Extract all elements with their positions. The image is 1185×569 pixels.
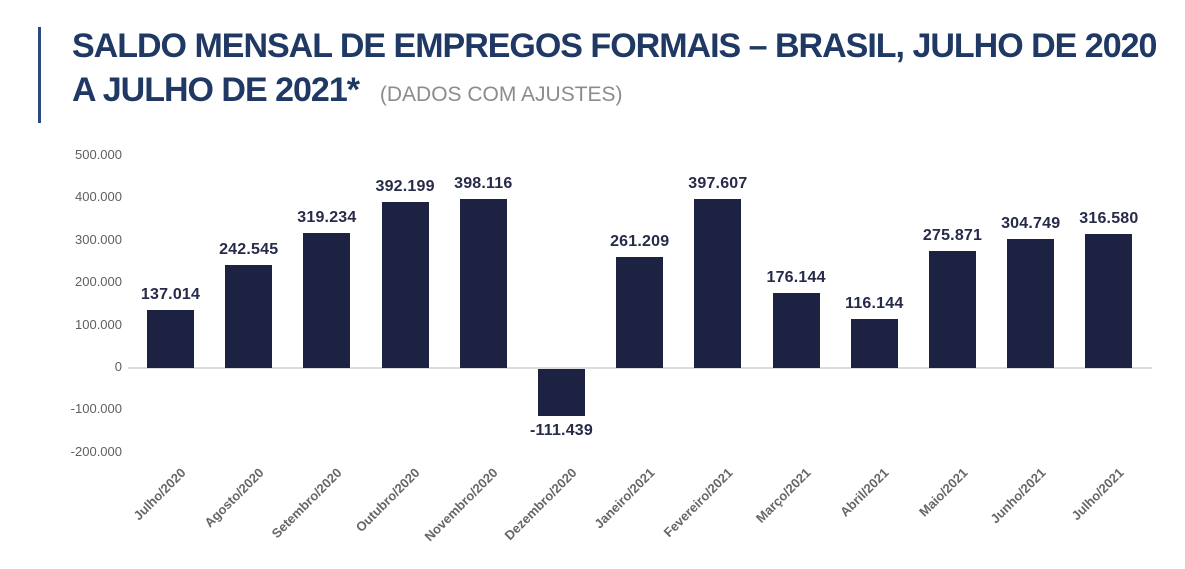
page-title: SALDO MENSAL DE EMPREGOS FORMAIS – BRASI… — [72, 27, 1157, 109]
y-tick-label: 300.000 — [75, 231, 122, 247]
title-accent-bar — [38, 27, 41, 123]
bar-value-label: 397.607 — [688, 175, 748, 193]
bar — [1085, 233, 1133, 368]
y-tick-label: 500.000 — [75, 147, 122, 162]
bar — [850, 318, 898, 368]
y-tick-label: 200.000 — [75, 274, 122, 290]
y-tick-label: -200.000 — [70, 443, 122, 459]
bar — [538, 369, 585, 417]
bar-value-label: 176.144 — [766, 269, 826, 287]
bar-value-label: 116.144 — [845, 294, 904, 312]
bar — [147, 309, 194, 368]
bar-value-label: 319.234 — [297, 208, 357, 226]
bar — [225, 265, 273, 368]
bar — [694, 199, 742, 368]
bar — [381, 201, 429, 368]
bar-value-label: -111.439 — [530, 422, 593, 440]
bar — [303, 232, 351, 368]
x-axis-line — [128, 367, 1152, 369]
bar-value-label: 316.580 — [1079, 209, 1139, 227]
bar-value-label: 275.871 — [922, 227, 983, 245]
y-tick-label: 100.000 — [75, 316, 122, 332]
header: SALDO MENSAL DE EMPREGOS FORMAIS – BRASI… — [72, 24, 1164, 117]
bar — [616, 257, 664, 368]
y-tick-label: 400.000 — [75, 189, 122, 205]
bar — [929, 251, 976, 368]
bar-value-label: 304.749 — [1001, 214, 1061, 232]
bar — [459, 199, 507, 368]
bar-value-label: 398.116 — [454, 175, 513, 193]
bar-value-label: 261.209 — [610, 233, 670, 251]
y-tick-label: 0 — [114, 359, 122, 374]
y-tick-label: -100.000 — [70, 401, 122, 417]
bar-value-label: 137.014 — [140, 285, 201, 303]
bar-value-label: 392.199 — [375, 177, 435, 195]
bar — [772, 293, 820, 368]
bar-chart: 500.000 400.000 300.000 200.000 100.000 0 -100… — [0, 130, 1185, 569]
bar — [1007, 238, 1055, 368]
page-subtitle: (DADOS COM AJUSTES) — [379, 83, 623, 106]
bar-value-label: 242.545 — [219, 241, 279, 259]
